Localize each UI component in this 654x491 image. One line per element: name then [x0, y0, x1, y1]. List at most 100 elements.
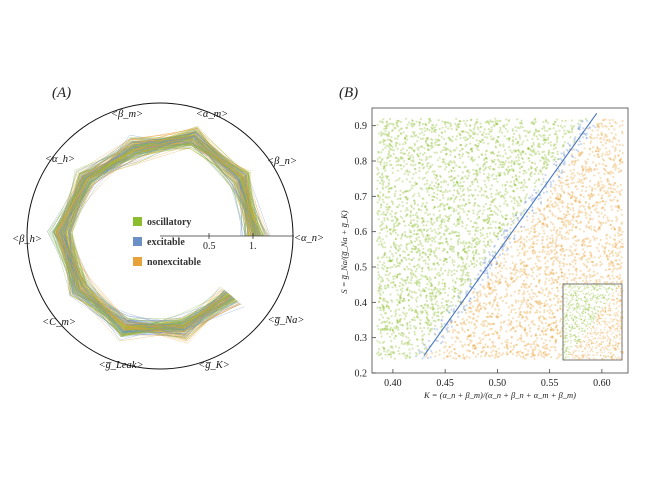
- scatter-point: [455, 164, 458, 167]
- scatter-point: [524, 200, 527, 203]
- scatter-point: [602, 206, 605, 209]
- scatter-point: [421, 251, 424, 254]
- scatter-point: [418, 281, 421, 284]
- scatter-point: [466, 274, 469, 277]
- scatter-point: [527, 228, 530, 231]
- scatter-point: [558, 260, 562, 263]
- scatter-point: [377, 168, 380, 171]
- scatter-point: [501, 299, 504, 303]
- scatter-point: [531, 320, 534, 323]
- scatter-point: [415, 311, 418, 314]
- scatter-point: [539, 266, 543, 269]
- scatter-point: [458, 264, 461, 267]
- scatter-point: [515, 177, 518, 180]
- scatter-point: [434, 303, 437, 306]
- scatter-point: [595, 201, 598, 204]
- scatter-point: [490, 346, 493, 349]
- scatter-point: [455, 147, 458, 150]
- scatter-point: [543, 353, 546, 356]
- scatter-point: [457, 331, 460, 334]
- scatter-point: [530, 165, 533, 168]
- scatter-point: [386, 133, 389, 136]
- scatter-point: [551, 287, 554, 290]
- scatter-point: [410, 269, 413, 272]
- scatter-point: [525, 264, 528, 267]
- scatter-point: [542, 333, 545, 336]
- scatter-point: [555, 279, 558, 282]
- scatter-point: [616, 199, 619, 202]
- scatter-point: [591, 189, 594, 192]
- scatter-point: [523, 286, 526, 289]
- scatter-point: [396, 318, 399, 321]
- scatter-point: [440, 221, 443, 224]
- scatter-point: [448, 161, 451, 164]
- scatter-point: [462, 308, 466, 311]
- scatter-point: [435, 151, 438, 154]
- scatter-point: [612, 175, 615, 179]
- scatter-point: [451, 232, 454, 235]
- scatter-point: [425, 229, 428, 232]
- scatter-point: [569, 169, 572, 172]
- scatter-point: [392, 281, 395, 284]
- scatter-point: [581, 204, 584, 207]
- scatter-point: [438, 274, 441, 277]
- scatter-point: [560, 245, 563, 248]
- scatter-point: [404, 234, 407, 237]
- scatter-point: [486, 175, 489, 178]
- scatter-point: [395, 247, 398, 250]
- scatter-point: [520, 230, 523, 233]
- scatter-point: [502, 161, 505, 164]
- scatter-point: [557, 158, 560, 161]
- scatter-point: [530, 289, 534, 292]
- scatter-point: [410, 343, 413, 346]
- scatter-point: [603, 172, 606, 175]
- scatter-point: [412, 224, 415, 227]
- scatter-point: [410, 124, 413, 127]
- scatter-point: [429, 119, 432, 122]
- scatter-point: [547, 352, 550, 356]
- scatter-point: [516, 118, 519, 121]
- scatter-point: [439, 165, 442, 168]
- scatter-point: [498, 352, 501, 355]
- scatter-point: [546, 121, 549, 124]
- scatter-point: [530, 343, 533, 346]
- scatter-point: [455, 195, 458, 198]
- scatter-point: [409, 268, 412, 271]
- scatter-point: [408, 146, 411, 149]
- scatter-point: [486, 345, 489, 348]
- scatter-point: [611, 145, 614, 148]
- scatter-point: [585, 279, 588, 282]
- scatter-point: [539, 201, 543, 204]
- scatter-point: [515, 278, 518, 281]
- scatter-point: [395, 164, 398, 167]
- scatter-point: [619, 228, 622, 231]
- scatter-point: [556, 300, 559, 303]
- scatter-point: [595, 201, 599, 204]
- scatter-point: [484, 257, 487, 260]
- scatter-point: [511, 176, 514, 179]
- scatter-point: [499, 329, 502, 332]
- scatter-point: [490, 135, 493, 138]
- scatter-point: [561, 247, 564, 250]
- scatter-point: [448, 346, 451, 349]
- scatter-point: [490, 195, 493, 198]
- scatter-point: [512, 190, 515, 193]
- scatter-point: [488, 286, 491, 289]
- scatter-point: [529, 245, 532, 248]
- scatter-point: [443, 160, 446, 163]
- scatter-point: [605, 139, 608, 142]
- scatter-point: [388, 159, 391, 162]
- scatter-point: [424, 140, 428, 143]
- scatter-point: [551, 313, 554, 316]
- scatter-point: [490, 286, 493, 289]
- scatter-point: [434, 231, 437, 234]
- scatter-point: [453, 348, 456, 351]
- scatter-point: [425, 311, 428, 315]
- scatter-point: [517, 289, 521, 292]
- radar-profile-line: [55, 127, 254, 327]
- scatter-point: [421, 202, 425, 205]
- scatter-point: [379, 296, 382, 299]
- scatter-point: [468, 171, 471, 174]
- scatter-point: [533, 162, 537, 165]
- scatter-point: [540, 337, 543, 340]
